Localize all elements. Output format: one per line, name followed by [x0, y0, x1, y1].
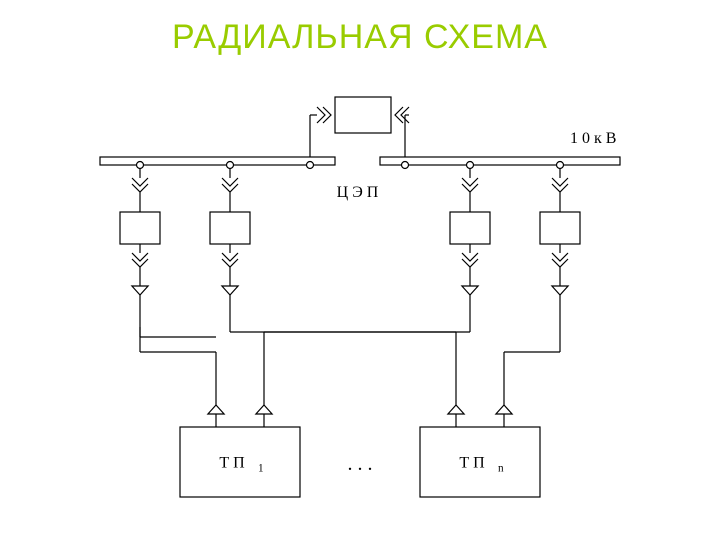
- svg-text:. . .: . . .: [348, 453, 373, 475]
- svg-text:Т П: Т П: [219, 455, 245, 472]
- svg-text:Ц Э П: Ц Э П: [337, 184, 379, 201]
- svg-text:Т П: Т П: [459, 455, 485, 472]
- page-title: РАДИАЛЬНАЯ СХЕМА: [0, 0, 720, 57]
- svg-text:1: 1: [258, 463, 264, 475]
- svg-text:1 0 к В: 1 0 к В: [570, 130, 616, 147]
- svg-text:n: n: [498, 463, 504, 475]
- radial-scheme-diagram: 1 0 к В Ц Э П Т П 1 Т П n . . .: [0, 57, 720, 537]
